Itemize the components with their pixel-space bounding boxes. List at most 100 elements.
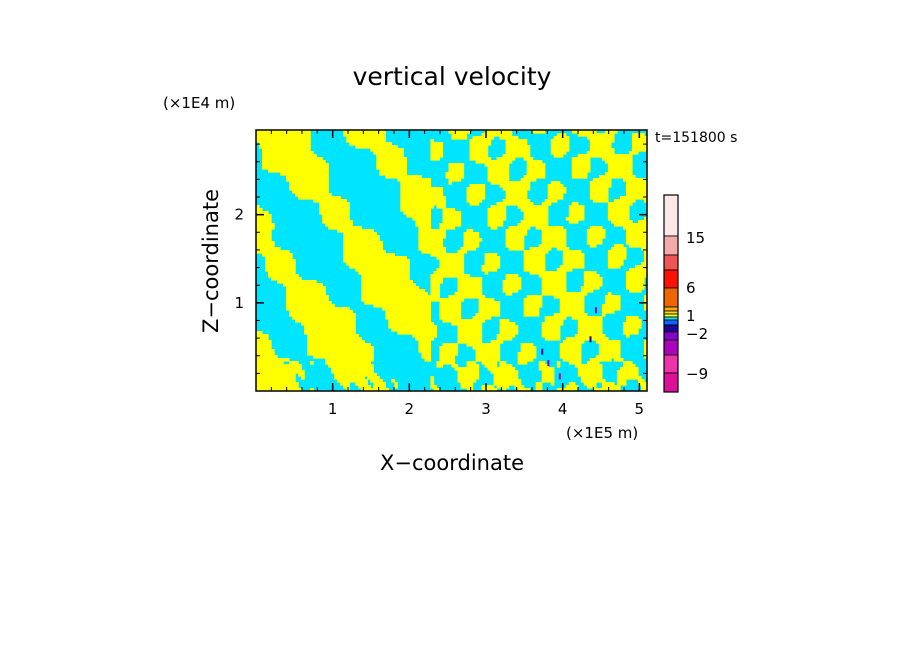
field-cell [595, 355, 621, 359]
field-cell [499, 364, 513, 368]
field-cell [457, 379, 477, 383]
field-cell [319, 202, 350, 206]
field-cell [640, 388, 647, 391]
field-cell [544, 199, 558, 203]
field-cell [553, 313, 588, 317]
field-cell [457, 331, 483, 335]
field-cell [643, 346, 647, 350]
field-cell [607, 262, 624, 266]
field-cell [550, 142, 570, 146]
field-cell [502, 154, 531, 158]
field-cell [466, 388, 474, 391]
field-cell [328, 364, 374, 368]
field-cell [481, 268, 498, 272]
field-cell [586, 238, 603, 242]
field-cell [262, 154, 317, 158]
field-cell [334, 373, 377, 377]
field-cell [259, 142, 311, 146]
field-cell [343, 385, 350, 389]
field-cell [586, 385, 597, 389]
field-cell [571, 169, 591, 173]
field-cell [580, 379, 606, 383]
colorbar: 15 6 1−2 −9 [663, 194, 708, 393]
field-cell [559, 352, 582, 356]
field-cell [490, 340, 504, 344]
field-cell [256, 217, 272, 221]
field-cell [601, 307, 621, 311]
field-cell [466, 364, 480, 368]
field-cell [307, 337, 362, 341]
field-cell [541, 277, 567, 281]
field-cell [256, 379, 296, 383]
field-cell [604, 172, 633, 176]
field-cell [526, 172, 546, 176]
field-cell [472, 316, 492, 320]
field-cell [631, 133, 645, 137]
field-cell [286, 301, 332, 305]
field-cell [502, 199, 531, 203]
field-cell [412, 334, 438, 338]
field-cell [262, 163, 329, 167]
field-cell [373, 382, 386, 386]
field-cell [457, 277, 483, 281]
field-cell [436, 268, 465, 272]
field-cell [400, 190, 444, 194]
field-cell [418, 349, 432, 353]
field-cell [637, 379, 645, 383]
field-cell [577, 133, 615, 137]
field-cell [583, 382, 597, 386]
field-cell [436, 256, 465, 260]
field-cell [319, 205, 350, 209]
field-cell [580, 289, 594, 293]
field-cell [328, 226, 362, 230]
field-cell [616, 370, 639, 374]
field-cell [286, 298, 329, 302]
field-cell [421, 352, 432, 356]
field-cell [343, 259, 410, 263]
colorbar-frame [663, 194, 679, 393]
field-cell [526, 160, 543, 164]
field-cell [520, 343, 534, 347]
field-cell [562, 358, 582, 362]
field-cell [625, 184, 647, 188]
field-cell [442, 217, 462, 221]
field-cell [541, 376, 555, 380]
field-cell [388, 325, 438, 329]
field-cell [256, 241, 275, 245]
field-cell [502, 388, 507, 391]
field-cell [541, 334, 561, 338]
field-cell [583, 271, 597, 275]
field-cell [400, 184, 432, 188]
field-cell [517, 388, 531, 391]
colorbar-level [663, 287, 679, 308]
field-cell [484, 259, 501, 263]
field-cell [361, 388, 389, 391]
field-cell [385, 310, 432, 314]
field-cell [490, 370, 519, 374]
field-cell [430, 286, 441, 290]
field-cell [448, 163, 465, 167]
field-speck [558, 373, 561, 380]
field-cell [349, 265, 410, 269]
field-cell [346, 262, 410, 266]
field-cell [343, 235, 380, 239]
field-cell [310, 361, 314, 365]
field-cell [628, 244, 647, 248]
field-cell [565, 385, 579, 389]
field-cell [598, 343, 621, 347]
field-cell [577, 373, 603, 377]
field-cell [523, 298, 543, 302]
field-cell [256, 376, 296, 380]
field-cell [643, 343, 647, 347]
field-cell [439, 349, 459, 353]
field-cell [487, 223, 504, 227]
field-cell [505, 235, 525, 239]
field-cell [622, 361, 633, 365]
field-cell [574, 364, 603, 368]
field-cell [262, 157, 323, 161]
field-cell [418, 238, 444, 242]
field-cell [526, 295, 543, 299]
field-cell [256, 205, 260, 209]
field-cell [616, 379, 627, 383]
field-cell [553, 136, 570, 140]
